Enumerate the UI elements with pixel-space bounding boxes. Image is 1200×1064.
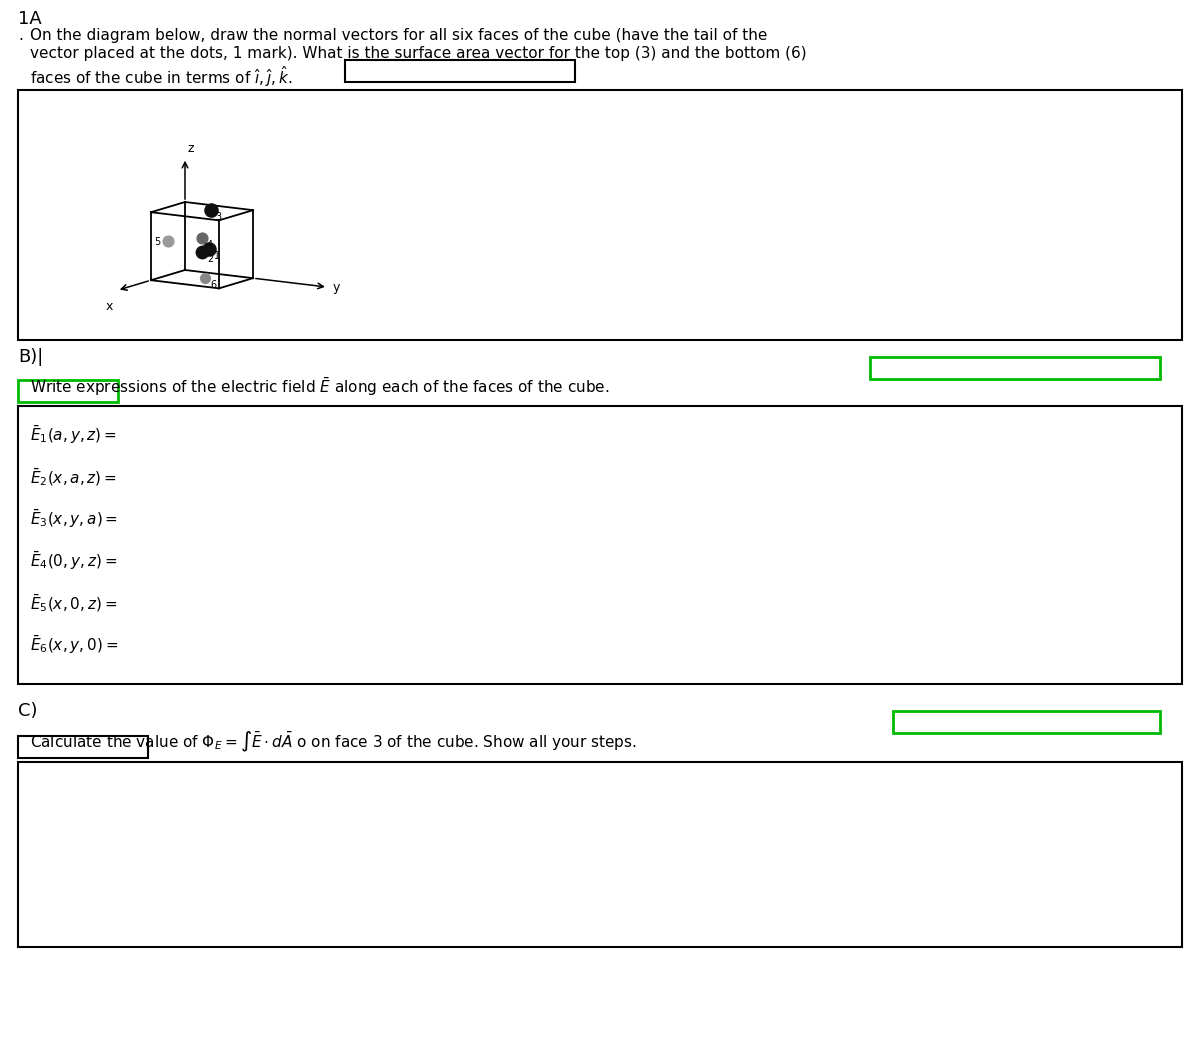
Text: B)|: B)| [18,348,43,366]
Text: 6: 6 [210,280,216,290]
Point [158,233,178,250]
Point [192,244,211,261]
Text: 5: 5 [154,237,161,247]
Text: vector placed at the dots, 1 mark). What is the surface area vector for the top : vector placed at the dots, 1 mark). What… [30,46,806,61]
Point [199,240,218,257]
Point [196,269,215,286]
Text: $\bar{E}_4(0, y, z) =$: $\bar{E}_4(0, y, z) =$ [30,550,118,572]
Text: $\bar{E}_6(x, y, 0) =$: $\bar{E}_6(x, y, 0) =$ [30,634,119,656]
Text: $\bar{E}_2(x, a, z) =$: $\bar{E}_2(x, a, z) =$ [30,466,118,487]
Text: 1A: 1A [18,10,42,28]
Text: On the diagram below, draw the normal vectors for all six faces of the cube (hav: On the diagram below, draw the normal ve… [30,28,767,43]
Text: $\bar{E}_3(x, y, a) =$: $\bar{E}_3(x, y, a) =$ [30,508,118,530]
Text: 1: 1 [214,251,220,261]
Text: y: y [332,281,340,294]
Point [200,201,220,218]
Text: $\bar{E}_1(a, y, z) =$: $\bar{E}_1(a, y, z) =$ [30,423,118,446]
Text: x: x [106,300,113,314]
Text: .: . [18,28,23,43]
Point [192,230,211,247]
Text: C): C) [18,702,37,720]
Text: Write expressions of the electric field $\bar{E}$ along each of the faces of the: Write expressions of the electric field … [30,376,610,398]
Text: Calculate the value of $\Phi_E = \int \bar{E} \cdot d\bar{A}$ o on face 3 of the: Calculate the value of $\Phi_E = \int \b… [30,730,637,754]
Text: 4: 4 [208,240,214,250]
Text: 3: 3 [216,212,222,222]
Text: z: z [187,142,193,154]
Text: $\bar{E}_5(x, 0, z) =$: $\bar{E}_5(x, 0, z) =$ [30,592,118,614]
Text: 2: 2 [208,254,214,264]
Text: faces of the cube in terms of $\hat{\imath}, \hat{\jmath}, \hat{k}$.: faces of the cube in terms of $\hat{\ima… [30,64,293,89]
